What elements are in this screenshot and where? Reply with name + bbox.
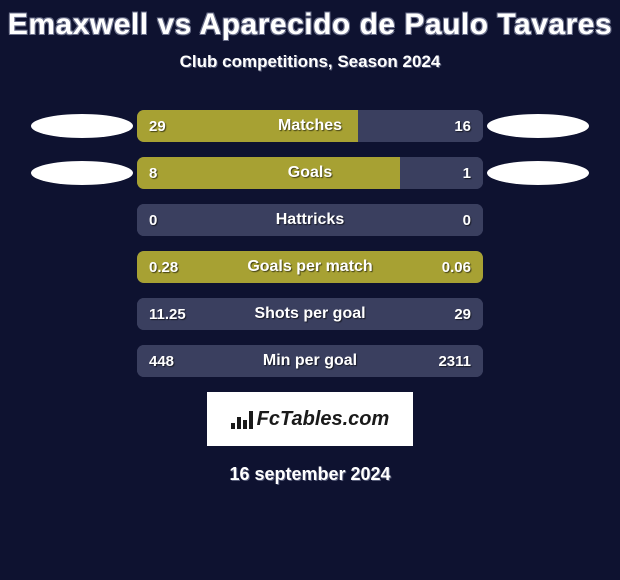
stat-bar: 00Hattricks [137,204,483,236]
stat-bar: 4482311Min per goal [137,345,483,377]
ellipse-icon [31,114,133,138]
stat-value-left: 8 [149,157,157,189]
comparison-chart: Emaxwell vs Aparecido de Paulo Tavares C… [0,0,620,485]
stat-bar: 2916Matches [137,110,483,142]
ellipse-icon [487,114,589,138]
logo-bars-icon [231,409,253,429]
player-left-bubble [27,114,137,138]
stat-value-right: 1 [463,157,471,189]
stat-value-left: 29 [149,110,166,142]
stat-value-right: 0 [463,204,471,236]
date-label: 16 september 2024 [0,464,620,485]
logo-text: FcTables.com [257,408,390,431]
player-right-bubble [483,114,593,138]
stat-bar: 11.2529Shots per goal [137,298,483,330]
stat-row: 11.2529Shots per goal [0,298,620,330]
ellipse-icon [487,161,589,185]
stat-row: 2916Matches [0,110,620,142]
stat-row: 00Hattricks [0,204,620,236]
ellipse-icon [31,161,133,185]
bar-left-fill [137,157,400,189]
stat-value-left: 0.28 [149,251,178,283]
player-right-bubble [483,161,593,185]
player-left-bubble [27,161,137,185]
bar-left-fill [137,110,358,142]
stat-value-right: 0.06 [442,251,471,283]
stat-value-left: 448 [149,345,174,377]
stat-value-left: 11.25 [149,298,186,330]
bar-right-fill [137,345,483,377]
stat-rows: 2916Matches81Goals00Hattricks0.280.06Goa… [0,110,620,377]
stat-bar: 81Goals [137,157,483,189]
bar-left-fill [137,251,483,283]
stat-row: 4482311Min per goal [0,345,620,377]
logo: FcTables.com [231,408,390,431]
stat-value-right: 2311 [438,345,471,377]
stat-value-right: 29 [454,298,471,330]
subtitle: Club competitions, Season 2024 [0,52,620,72]
stat-row: 81Goals [0,157,620,189]
stat-row: 0.280.06Goals per match [0,251,620,283]
stat-value-right: 16 [454,110,471,142]
logo-box: FcTables.com [207,392,413,446]
stat-bar: 0.280.06Goals per match [137,251,483,283]
bar-right-fill [137,298,483,330]
stat-value-left: 0 [149,204,157,236]
bar-right-fill [137,204,483,236]
page-title: Emaxwell vs Aparecido de Paulo Tavares [0,8,620,42]
